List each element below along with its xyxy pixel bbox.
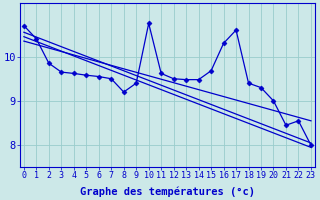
X-axis label: Graphe des températures (°c): Graphe des températures (°c)	[80, 186, 255, 197]
